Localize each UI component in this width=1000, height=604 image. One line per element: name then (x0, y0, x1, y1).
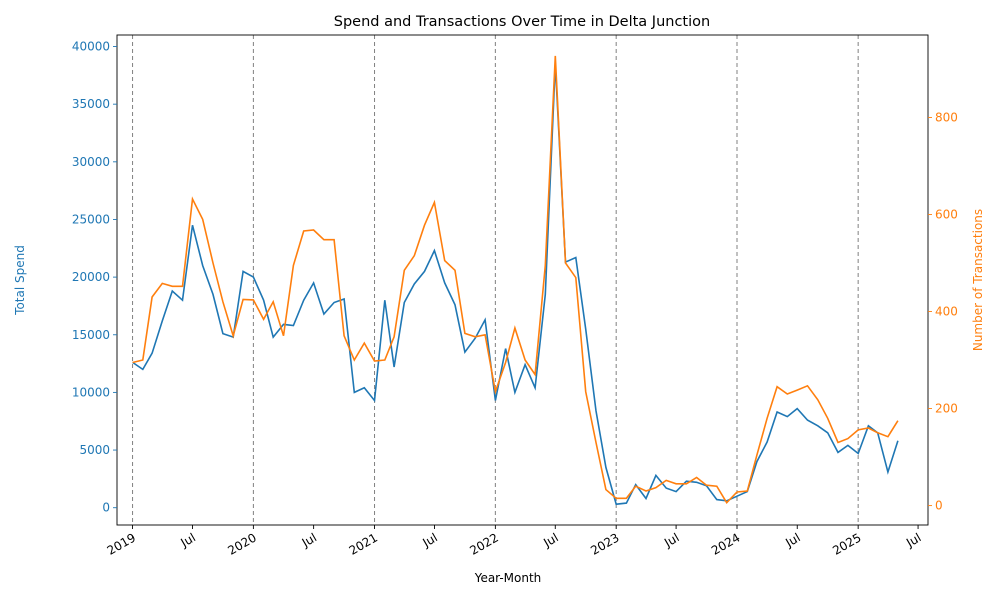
y-left-tick-label: 30000 (72, 155, 110, 169)
year-lines (132, 35, 859, 525)
y-left-tick-label: 20000 (72, 270, 110, 284)
chart-title: Spend and Transactions Over Time in Delt… (334, 14, 710, 30)
y-right-tick-label: 800 (935, 110, 958, 124)
x-tick-label: Jul (178, 530, 198, 550)
y-axis-left: 0 5000 10000 15000 20000 25000 30000 35000 40000 (72, 40, 117, 515)
x-tick-label: Jul (661, 530, 681, 550)
y-left-tick-label: 15000 (72, 328, 110, 342)
spend-line (132, 63, 899, 506)
y-left-tick-label: 25000 (72, 212, 110, 226)
spend-series (132, 63, 899, 506)
x-tick-label: 2025 (830, 530, 863, 557)
y-left-tick-label: 0 (102, 501, 110, 515)
x-tick-label: Jul (299, 530, 319, 550)
x-tick-label: 2023 (588, 530, 621, 557)
y-right-tick-label: 0 (935, 499, 943, 513)
y-right-tick-label: 200 (935, 402, 958, 416)
y-left-tick-label: 5000 (79, 443, 110, 457)
y-right-tick-label: 400 (935, 305, 958, 319)
y-axis-right: 0 200 400 600 800 (928, 110, 958, 513)
x-tick-label: 2020 (225, 530, 258, 557)
plot-frame (116, 34, 929, 526)
x-tick-label: 2022 (467, 530, 500, 557)
x-tick-label: 2024 (709, 530, 742, 557)
x-tick-label: Jul (903, 530, 923, 550)
x-tick-label: Jul (420, 530, 440, 550)
transactions-series (132, 55, 899, 505)
x-tick-label: Jul (540, 530, 560, 550)
x-axis-label: Year-Month (474, 571, 542, 585)
transactions-line (132, 55, 899, 505)
x-tick-label: 2019 (105, 530, 138, 557)
y-right-tick-label: 600 (935, 208, 958, 222)
y-left-tick-label: 35000 (72, 97, 110, 111)
x-axis: 2019 Jul 2020 Jul 2021 Jul 2022 Jul 2023 Jul 2024 J… (105, 525, 924, 558)
y-left-tick-label: 40000 (72, 40, 110, 54)
y-axis-left-label: Total Spend (13, 245, 27, 316)
y-left-tick-label: 10000 (72, 385, 110, 399)
x-tick-label: 2021 (347, 530, 380, 557)
x-tick-label: Jul (782, 530, 802, 550)
y-axis-right-label: Number of Transactions (971, 209, 985, 351)
